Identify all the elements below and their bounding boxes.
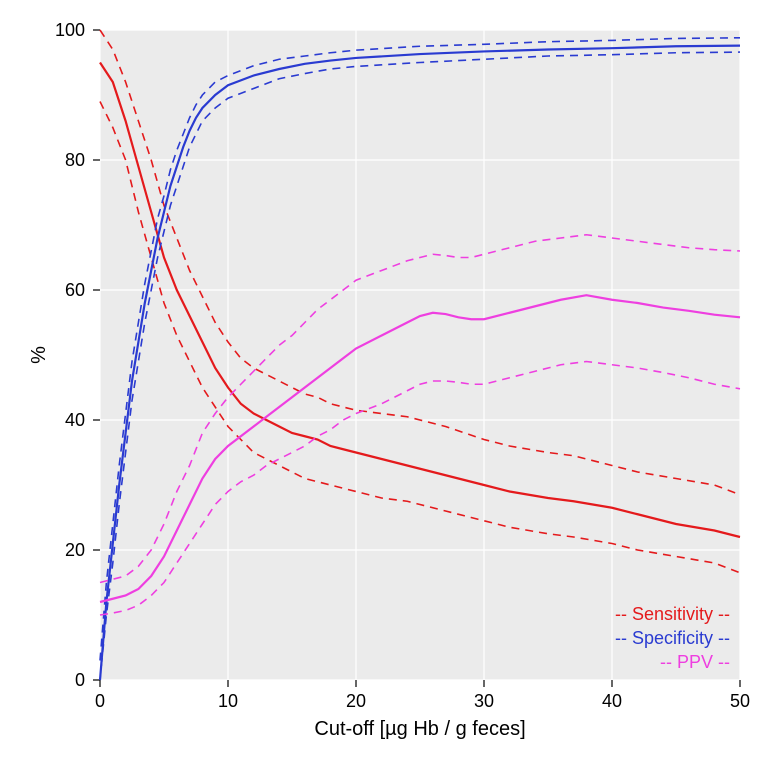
legend-item-sensitivity: -- Sensitivity -- (615, 604, 730, 624)
y-tick-label: 40 (65, 410, 85, 430)
x-tick-label: 20 (346, 691, 366, 711)
x-tick-label: 0 (95, 691, 105, 711)
legend-label-specificity: -- Specificity -- (615, 628, 730, 648)
x-tick-label: 10 (218, 691, 238, 711)
x-axis-label: Cut-off [µg Hb / g feces] (314, 718, 525, 740)
y-tick-label: 60 (65, 280, 85, 300)
legend-label-sensitivity: -- Sensitivity -- (615, 604, 730, 624)
chart-container: 0 10 20 30 40 50 0 20 40 60 80 100 Cut-off [µg Hb / … (0, 0, 772, 766)
legend-item-ppv: -- PPV -- (660, 652, 730, 672)
line-chart: 0 10 20 30 40 50 0 20 40 60 80 100 Cut-off [µg Hb / … (0, 0, 772, 766)
y-tick-label: 100 (55, 20, 85, 40)
x-tick-label: 30 (474, 691, 494, 711)
x-tick-label: 50 (730, 691, 750, 711)
y-tick-label: 0 (75, 670, 85, 690)
x-tick-label: 40 (602, 691, 622, 711)
y-tick-label: 80 (65, 150, 85, 170)
legend-label-ppv: -- PPV -- (660, 652, 730, 672)
y-tick-label: 20 (65, 540, 85, 560)
legend-item-specificity: -- Specificity -- (615, 628, 730, 648)
plot-panel (100, 30, 740, 680)
y-axis-label: % (28, 346, 50, 364)
